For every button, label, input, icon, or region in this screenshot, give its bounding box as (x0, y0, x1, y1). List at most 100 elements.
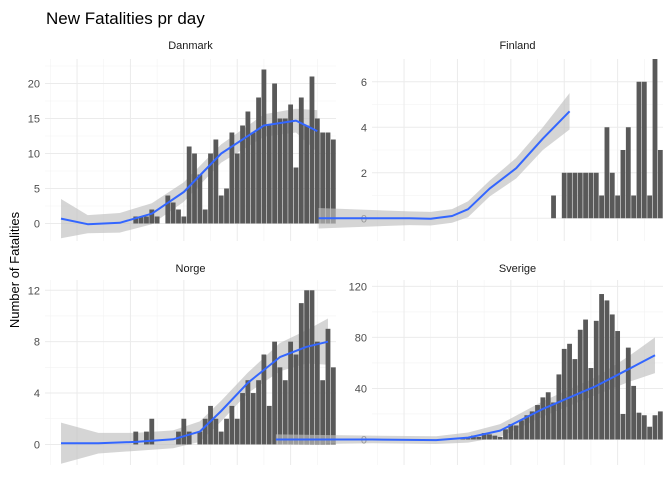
bar (261, 354, 267, 445)
bar (144, 431, 149, 445)
y-tick-label: 80 (355, 332, 367, 344)
bar (625, 127, 631, 219)
bar (314, 341, 320, 445)
bar (181, 216, 187, 224)
bar (293, 354, 299, 445)
confidence-band (318, 93, 570, 229)
panel-finland: Finland0246 (318, 40, 663, 241)
facet-label: Finland (499, 40, 535, 52)
panel-sverige: Sverige04080120 (275, 263, 663, 465)
bar (588, 172, 594, 219)
bar (513, 425, 519, 440)
bar (330, 139, 336, 224)
y-tick-label: 120 (349, 281, 367, 293)
facet-label: Norge (176, 263, 206, 275)
bar (213, 418, 219, 445)
bar (641, 415, 647, 440)
bar (245, 111, 251, 224)
bar (240, 125, 245, 224)
bar (545, 392, 551, 440)
bar (320, 132, 326, 224)
bar (272, 83, 277, 224)
bar (154, 216, 160, 224)
bar (197, 174, 203, 224)
bar (535, 405, 540, 440)
bar (282, 380, 288, 445)
bar (583, 319, 588, 440)
bar (609, 172, 615, 219)
bar (524, 415, 530, 440)
bar (620, 413, 626, 440)
bar (604, 300, 610, 440)
trend-line (275, 354, 656, 442)
bar (503, 429, 508, 440)
bar (192, 153, 197, 224)
bar (652, 415, 658, 440)
bar (170, 202, 176, 224)
bar (250, 132, 256, 224)
y-tick-label: 0 (34, 219, 40, 231)
bar (481, 433, 487, 440)
bar (181, 418, 187, 445)
panel-danmark: Danmark 0 5 10 15 20 (28, 40, 336, 241)
bar (620, 150, 626, 219)
bar (652, 59, 658, 219)
bar (465, 438, 471, 440)
y-tick-label: 4 (361, 122, 367, 134)
bar (657, 411, 663, 440)
trend-line (60, 119, 318, 226)
trend-line (318, 110, 571, 220)
bar (133, 216, 139, 224)
bar (304, 290, 310, 445)
bar (615, 195, 621, 219)
bar (298, 97, 304, 224)
bar (325, 328, 331, 445)
bar (202, 209, 208, 224)
bar (320, 380, 326, 445)
y-tick-label: 10 (28, 149, 40, 161)
bar (330, 367, 336, 445)
bar (636, 412, 642, 440)
bar (288, 341, 294, 445)
bar (133, 431, 139, 445)
facet-panels: Danmark 0 5 10 15 20 Finland 0 2 4 6 Norge 0 4 8 12 Sver… (28, 40, 663, 465)
bar (647, 195, 653, 219)
bar (551, 195, 556, 219)
bar (176, 209, 181, 224)
y-tick-label: 20 (28, 79, 40, 91)
bar (572, 359, 578, 440)
bar (197, 431, 203, 445)
bar (218, 431, 224, 445)
bar (593, 172, 599, 219)
bar (266, 405, 272, 445)
bar (298, 303, 304, 445)
bar (234, 153, 240, 224)
bar (144, 216, 149, 224)
bar (497, 436, 503, 440)
bar (599, 294, 604, 440)
bar (149, 418, 155, 445)
bar (529, 411, 535, 440)
bar (277, 367, 283, 445)
bar (561, 348, 567, 440)
bar (577, 172, 583, 219)
bar (583, 172, 588, 219)
bar (567, 343, 572, 440)
bar (245, 380, 251, 445)
bar (288, 104, 294, 224)
bar (304, 125, 310, 224)
trend-line (61, 340, 329, 445)
bar (631, 195, 637, 219)
bar (229, 405, 235, 445)
bar (604, 127, 610, 219)
bar (208, 405, 213, 445)
bar (240, 393, 245, 445)
bar (277, 118, 283, 224)
bar (519, 420, 524, 440)
y-tick-label: 15 (28, 114, 40, 126)
bar (224, 418, 229, 445)
bar (508, 424, 514, 440)
facet-label: Sverige (499, 263, 536, 275)
bar (314, 118, 320, 224)
bar (186, 431, 192, 445)
